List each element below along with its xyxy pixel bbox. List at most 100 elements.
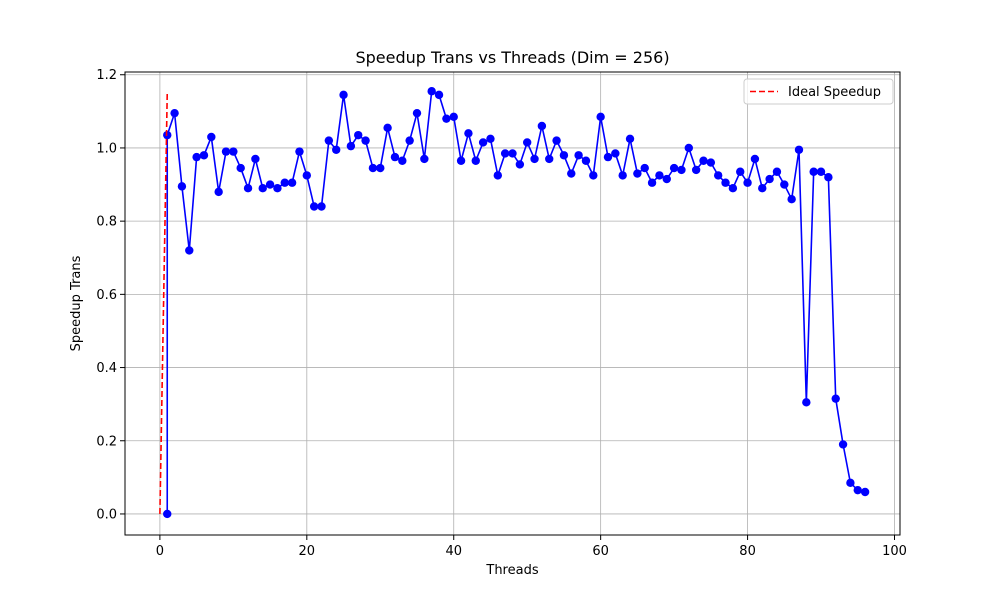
data-point [449,112,458,122]
data-point [170,108,179,118]
data-point [339,90,348,100]
data-point [537,121,547,131]
grid [125,72,900,535]
data-point [684,143,693,153]
data-point [229,147,238,156]
data-point [669,163,679,173]
x-tick-label: 40 [445,544,462,559]
data-point [383,123,392,133]
data-point [309,202,319,211]
data-point [794,145,804,154]
data-point [633,169,642,178]
data-point [824,173,833,182]
data-point [530,154,539,164]
data-point [816,167,826,176]
data-point [545,154,554,164]
data-point [471,156,480,165]
data-point [464,129,473,138]
data-point [706,158,716,167]
data-point [442,114,451,123]
x-tick-label: 80 [739,544,756,559]
y-tick-label: 0.6 [96,288,117,303]
data-point [192,152,201,162]
data-point [721,178,730,187]
x-tick-label: 100 [882,544,907,559]
data-point [647,178,657,187]
data-point [618,171,627,180]
plot-series [159,87,870,519]
data-point [809,167,818,176]
legend: Ideal Speedup [743,78,894,105]
data-point [662,174,671,184]
data-point [831,394,840,403]
data-point [207,132,216,142]
data-point [390,152,400,162]
data-point [243,184,253,193]
data-point [743,178,752,187]
chart-title: Speedup Trans vs Threads (Dim = 256) [355,48,669,67]
data-point [398,156,407,165]
data-point [456,156,466,165]
data-point [163,509,172,519]
plot-frame [124,71,901,536]
y-tick-label: 1.0 [96,141,117,156]
data-point [691,165,701,175]
data-point [420,154,429,164]
data-point [581,156,591,165]
data-point [295,147,304,156]
x-axis-label: Threads [485,563,538,578]
data-point [251,154,260,164]
y-tick-label: 1.2 [96,68,117,83]
data-point [758,184,767,193]
data-point [427,87,436,96]
data-point [214,187,223,197]
data-point [185,246,194,255]
data-point [236,163,245,173]
data-point [354,130,363,140]
data-point [640,163,649,173]
data-point [625,134,635,143]
data-point [434,90,444,100]
data-point [493,171,503,180]
data-point [772,167,782,176]
data-point [559,151,569,160]
data-point [655,171,664,180]
data-point [508,149,517,158]
y-tick-label: 0.4 [96,361,117,376]
data-point [317,202,326,211]
data-point [273,184,282,193]
data-point [405,136,414,145]
data-point [677,165,686,175]
data-point [361,136,370,145]
data-point [500,149,510,158]
data-point [750,154,760,164]
data-point [765,174,774,184]
legend-label-ideal-speedup: Ideal Speedup [788,85,881,100]
data-point [478,138,488,147]
data-point [713,171,723,180]
legend-box [743,78,894,105]
data-point [368,163,378,173]
data-point [552,136,561,145]
data-point [567,169,576,178]
data-point [302,171,312,180]
data-point [221,147,231,156]
data-point [846,478,855,488]
data-point [728,184,738,193]
series-line-ideal-speedup [159,93,169,514]
data-point [199,151,209,160]
data-point [589,171,598,180]
data-point [177,182,187,191]
x-tick-label: 0 [156,544,164,559]
data-point [265,180,275,189]
data-point [522,138,532,147]
data-point [603,152,613,162]
x-tick-label: 60 [592,544,609,559]
data-point [699,156,708,165]
y-axis-label: Speedup Trans [69,255,84,351]
data-point [515,160,525,169]
data-point [574,151,583,160]
y-tick-label: 0.0 [96,507,117,522]
data-point [332,145,341,154]
